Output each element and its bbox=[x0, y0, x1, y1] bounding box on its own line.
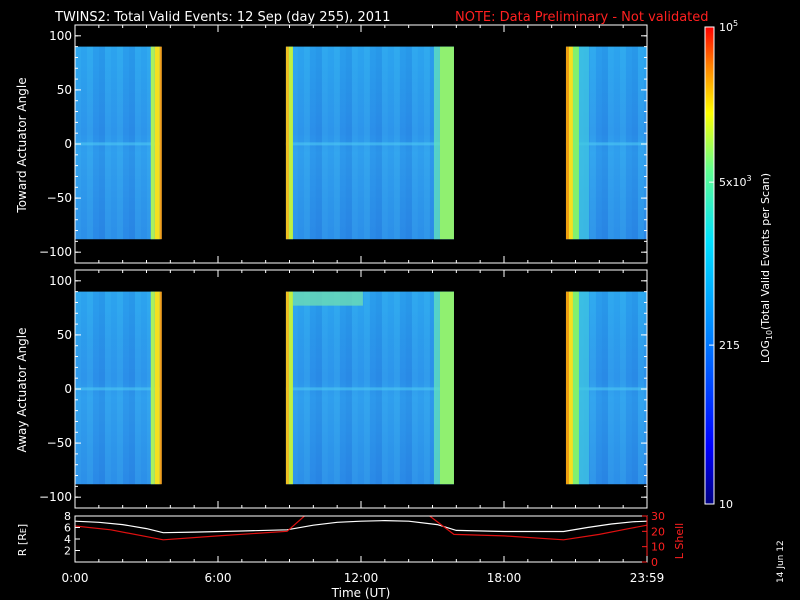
heatmap-edge bbox=[578, 46, 589, 240]
heatmap-edge bbox=[578, 291, 589, 485]
y-tick-label: 50 bbox=[57, 83, 72, 97]
heatmap-edge bbox=[154, 46, 160, 240]
colorbar-tick-label: 10 bbox=[719, 498, 733, 511]
heatmap-edge bbox=[292, 291, 363, 306]
lshell-tick-label: 30 bbox=[651, 510, 665, 523]
heatmap-zero-band bbox=[285, 387, 454, 391]
colorbar-tick-label: 105 bbox=[719, 19, 738, 34]
heatmap-edge bbox=[568, 291, 573, 485]
r-tick-label: 8 bbox=[64, 510, 71, 523]
lshell-ylabel: L Shell bbox=[673, 523, 686, 559]
r-tick-label: 6 bbox=[64, 522, 71, 535]
y-tick-label: 0 bbox=[64, 137, 72, 151]
heatmap-edge bbox=[433, 291, 440, 485]
heatmap-edge bbox=[433, 46, 440, 240]
colorbar-ticks: 105 5x103 215 10 bbox=[709, 19, 752, 511]
colorbar bbox=[704, 26, 715, 505]
r-series-line bbox=[75, 519, 647, 534]
r-tick-label: 2 bbox=[64, 545, 71, 558]
heatmap-edge bbox=[285, 291, 289, 485]
heatmap-edge bbox=[154, 291, 160, 485]
colorbar-tick-label: 5x103 bbox=[719, 174, 752, 189]
lshell-tick-label: 20 bbox=[651, 525, 665, 538]
date-stamp: 14 Jun 12 bbox=[776, 540, 786, 583]
time-tick-label: 23:59 bbox=[630, 571, 665, 585]
r-tick-label: 4 bbox=[64, 533, 71, 546]
heatmap-edge bbox=[159, 46, 162, 240]
time-tick-label: 12:00 bbox=[344, 571, 379, 585]
heatmap-edge bbox=[439, 46, 454, 240]
lshell-tick-label: 0 bbox=[651, 556, 658, 569]
time-tick-label: 18:00 bbox=[487, 571, 522, 585]
y-tick-label: −50 bbox=[47, 436, 72, 450]
heatmap-edge bbox=[572, 291, 579, 485]
heatmap-zero-band bbox=[75, 142, 161, 146]
away-angle-ylabel: Away Actuator Angle bbox=[15, 327, 29, 452]
time-xlabel: Time (UT) bbox=[331, 586, 391, 600]
heatmap-zero-band bbox=[75, 387, 161, 391]
away-heatmap-panel: 100 50 0 −50 −100 bbox=[39, 269, 648, 509]
heatmap-zero-band bbox=[285, 142, 454, 146]
heatmap-edge bbox=[285, 46, 289, 240]
heatmap-zero-band bbox=[565, 142, 647, 146]
r-ylabel: R [RE] bbox=[16, 524, 29, 556]
colorbar-tick-label: 215 bbox=[719, 339, 740, 352]
heatmap-edge bbox=[150, 291, 155, 485]
heatmap-edge bbox=[150, 46, 155, 240]
lshell-tick-label: 10 bbox=[651, 541, 665, 554]
y-tick-label: 0 bbox=[64, 382, 72, 396]
heatmap-edge bbox=[159, 291, 162, 485]
y-tick-label: 100 bbox=[49, 29, 72, 43]
lshell-series-line bbox=[75, 516, 647, 541]
heatmap-edge bbox=[565, 291, 569, 485]
colorbar-label: LOG10(Total Valid Events per Scan) bbox=[759, 173, 774, 363]
y-tick-label: −100 bbox=[39, 245, 72, 259]
heatmap-edge bbox=[439, 291, 454, 485]
heatmap-edge bbox=[568, 46, 573, 240]
y-tick-label: 100 bbox=[49, 274, 72, 288]
heatmap-edge bbox=[572, 46, 579, 240]
toward-heatmap-panel: 100 50 0 −50 −100 bbox=[39, 24, 648, 264]
y-tick-label: 50 bbox=[57, 328, 72, 342]
chart-title: TWINS2: Total Valid Events: 12 Sep (day … bbox=[54, 10, 391, 25]
preliminary-note: NOTE: Data Preliminary - Not validated bbox=[455, 10, 709, 25]
heatmap-edge bbox=[565, 46, 569, 240]
y-tick-label: −50 bbox=[47, 191, 72, 205]
y-tick-label: −100 bbox=[39, 490, 72, 504]
heatmap-edge bbox=[288, 46, 293, 240]
heatmap-edge bbox=[288, 291, 293, 485]
time-tick-label: 0:00 bbox=[62, 571, 89, 585]
toward-angle-ylabel: Toward Actuator Angle bbox=[15, 77, 29, 213]
heatmap-zero-band bbox=[565, 387, 647, 391]
time-tick-label: 6:00 bbox=[205, 571, 232, 585]
